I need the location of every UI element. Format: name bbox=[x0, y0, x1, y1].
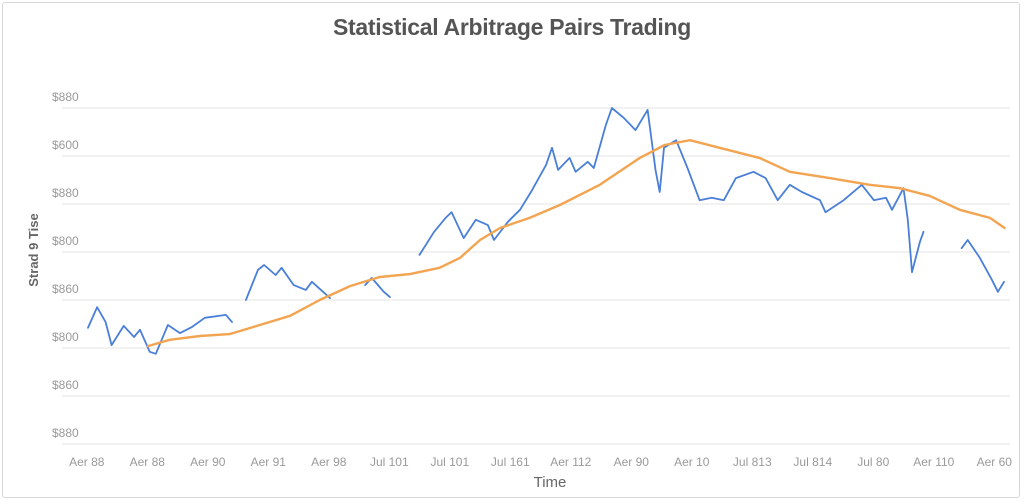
x-tick-label: Aer 98 bbox=[311, 455, 347, 469]
spread-line bbox=[245, 264, 331, 301]
x-tick-label: Jul 101 bbox=[370, 455, 409, 469]
x-tick-label: Jul 101 bbox=[430, 455, 469, 469]
y-tick-label: $880 bbox=[52, 90, 79, 104]
spread-line bbox=[87, 306, 233, 355]
series-lines bbox=[87, 107, 1006, 355]
y-tick-label: $860 bbox=[52, 282, 79, 296]
x-axis-ticks: Aer 88 Aer 88 Aer 90 Aer 91 Aer 98 Jul 101 Jul… bbox=[69, 455, 1012, 469]
x-tick-label: Aer 110 bbox=[913, 455, 954, 469]
mean-line bbox=[146, 139, 1006, 348]
y-tick-label: $880 bbox=[52, 186, 79, 200]
y-tick-label: $800 bbox=[52, 234, 79, 248]
x-tick-label: Aer 88 bbox=[69, 455, 105, 469]
x-tick-label: Aer 88 bbox=[130, 455, 166, 469]
gridlines bbox=[62, 107, 1010, 445]
x-tick-label: Aer 91 bbox=[251, 455, 287, 469]
y-tick-label: $800 bbox=[52, 330, 79, 344]
spread-line bbox=[960, 239, 1005, 293]
y-axis-label: Strad 9 Tise bbox=[26, 213, 41, 286]
y-tick-label: $600 bbox=[52, 138, 79, 152]
x-tick-label: Aer 90 bbox=[614, 455, 650, 469]
x-tick-label: Aer 90 bbox=[190, 455, 226, 469]
spread-line bbox=[418, 107, 925, 274]
x-tick-label: Jul 813 bbox=[733, 455, 772, 469]
y-tick-label: $860 bbox=[52, 378, 79, 392]
x-tick-label: Aer 60 bbox=[977, 455, 1013, 469]
x-tick-label: Jul 161 bbox=[491, 455, 530, 469]
x-tick-label: Jul 814 bbox=[793, 455, 832, 469]
x-tick-label: Aer 112 bbox=[550, 455, 591, 469]
y-tick-label: $880 bbox=[52, 426, 79, 440]
x-axis-label: Time bbox=[534, 474, 567, 491]
x-tick-label: Aer 10 bbox=[674, 455, 710, 469]
x-tick-label: Jul 80 bbox=[857, 455, 889, 469]
y-axis-ticks: $880 $860 $800 $860 $800 $880 $600 $880 bbox=[52, 90, 79, 440]
chart-title: Statistical Arbitrage Pairs Trading bbox=[332, 14, 692, 40]
